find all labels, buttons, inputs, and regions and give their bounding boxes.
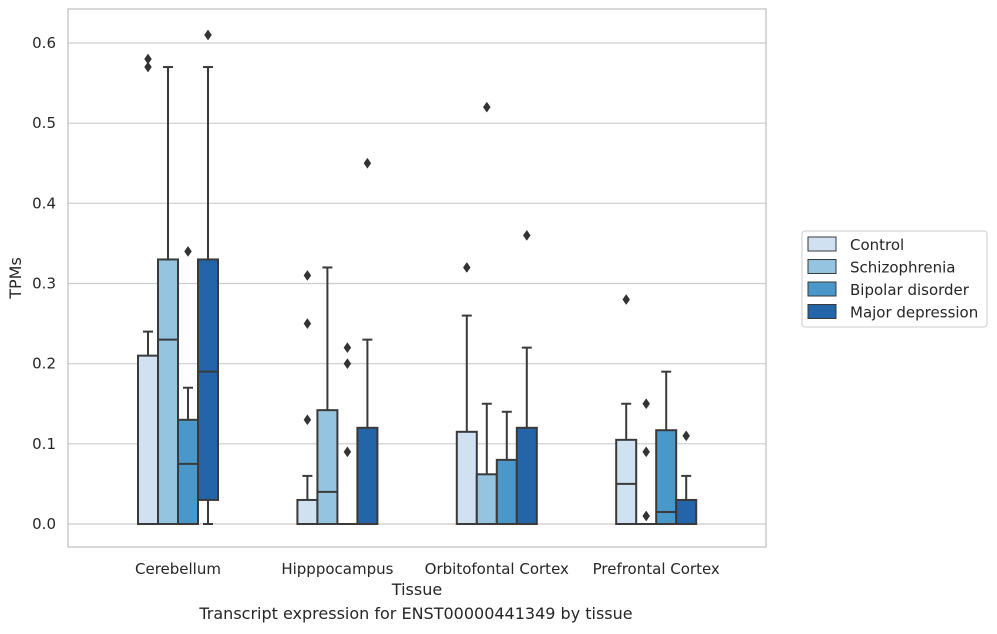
box-schizophrenia [157,66,179,525]
outlier-point [343,446,352,458]
legend-label: Schizophrenia [850,259,955,277]
plot-frame [67,8,767,548]
outlier-point [642,398,651,410]
box [137,354,159,525]
box-major-depression [675,430,698,526]
outlier-point [363,157,372,169]
x-tick-label: Hipppocampus [281,560,393,578]
box-schizophrenia [635,398,658,526]
box-control [137,53,159,525]
outlier-point [462,262,471,273]
box [675,498,698,526]
box [177,418,199,525]
box-control [296,270,319,526]
outlier-point [682,430,691,442]
y-tick-label: 0.2 [32,355,56,373]
x-axis-label: Tissue [391,580,442,599]
box [316,409,339,525]
x-tick-label: Cerebellum [135,560,221,578]
outlier-point [303,270,312,281]
outlier-point [642,510,651,522]
box-major-depression [356,157,379,525]
outlier-point [184,245,192,257]
legend-swatch [807,281,837,297]
legend-label: Bipolar disorder [850,281,970,299]
box-control [455,262,478,525]
x-tick-labels: Cerebellum Hipppocampus Orbitofontal Corte… [135,560,720,578]
box [296,498,319,526]
y-tick-label: 0.1 [32,435,56,453]
outlier-point [303,414,312,426]
box-control [615,294,638,526]
box [655,429,678,525]
box-major-depression [197,29,219,525]
y-tick-label: 0.5 [32,114,56,132]
box-major-depression [515,229,538,525]
box [515,426,538,525]
box [475,473,498,525]
box [455,430,478,525]
outlier-point [204,29,212,41]
box [197,258,219,501]
outlier-point [642,446,651,458]
y-tick-label: 0.4 [32,194,56,212]
outlier-point [482,101,491,113]
outlier-point [622,294,631,305]
y-tick-labels: 0.0 0.1 0.2 0.3 0.4 0.5 0.6 [32,34,56,533]
y-axis-label: TPMs [6,257,25,300]
y-tick-label: 0.0 [32,515,56,533]
legend-swatch [807,304,837,319]
box [615,438,638,526]
box-schizophrenia [316,266,339,525]
outlier-point [343,342,352,354]
legend-label: Control [850,236,904,254]
box [356,426,379,525]
y-tick-label: 0.3 [32,275,56,293]
chart-caption: Transcript expression for ENST0000044134… [199,604,633,623]
legend-swatch [807,236,837,252]
legend-swatch [807,259,837,274]
x-tick-label: Prefrontal Cortex [593,560,720,578]
legend-label: Major depression [850,304,978,322]
legend: Control Schizophrenia Bipolar disorder Majo… [801,230,988,328]
box-plot-series [137,29,698,526]
box [157,258,179,525]
box [495,458,518,525]
x-tick-label: Orbitofontal Cortex [425,560,569,578]
outlier-point [144,53,152,65]
y-tick-label: 0.6 [32,34,56,52]
outlier-point [343,358,352,370]
outlier-point [144,61,152,73]
outlier-point [303,318,312,330]
outlier-point [522,229,531,241]
legend-frame [801,230,988,328]
box-bipolar-disorder [655,370,678,525]
